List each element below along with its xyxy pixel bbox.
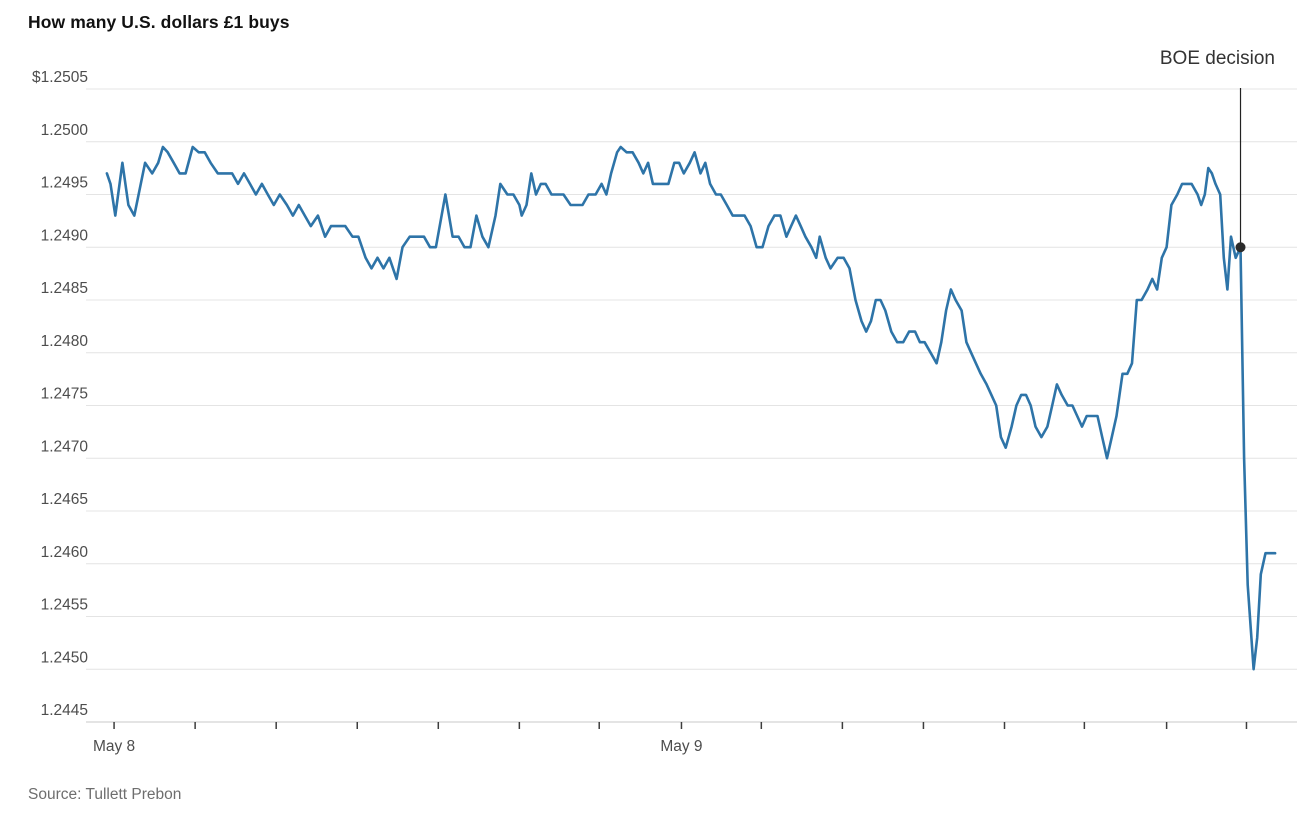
- y-tick-label: 1.2500: [41, 122, 89, 139]
- y-tick-label: 1.2480: [41, 333, 89, 350]
- source-note: Source: Tullett Prebon: [28, 786, 182, 803]
- y-tick-label: 1.2450: [41, 649, 89, 666]
- x-tick-label: May 8: [93, 738, 135, 755]
- y-tick-label: 1.2470: [41, 438, 89, 455]
- boe-annotation-label: BOE decision: [1159, 48, 1275, 69]
- y-tick-label: $1.2505: [32, 69, 88, 86]
- y-tick-label: 1.2485: [41, 280, 88, 297]
- y-tick-label: 1.2495: [41, 175, 88, 192]
- boe-decision-marker: [1235, 242, 1246, 253]
- y-tick-label: 1.2460: [41, 544, 89, 561]
- chart-title: How many U.S. dollars £1 buys: [28, 12, 290, 32]
- price-line: [105, 145, 1277, 671]
- y-tick-label: 1.2465: [41, 491, 88, 508]
- x-tick-label: May 9: [660, 738, 702, 755]
- y-tick-label: 1.2455: [41, 597, 88, 614]
- y-tick-label: 1.2475: [41, 386, 88, 403]
- y-tick-label: 1.2490: [41, 227, 89, 244]
- exchange-rate-line-chart: $1.2505 1.2500 1.2495 1.2490 1.2485 1.2480 1.2…: [32, 69, 1297, 755]
- y-tick-label: 1.2445: [41, 702, 88, 719]
